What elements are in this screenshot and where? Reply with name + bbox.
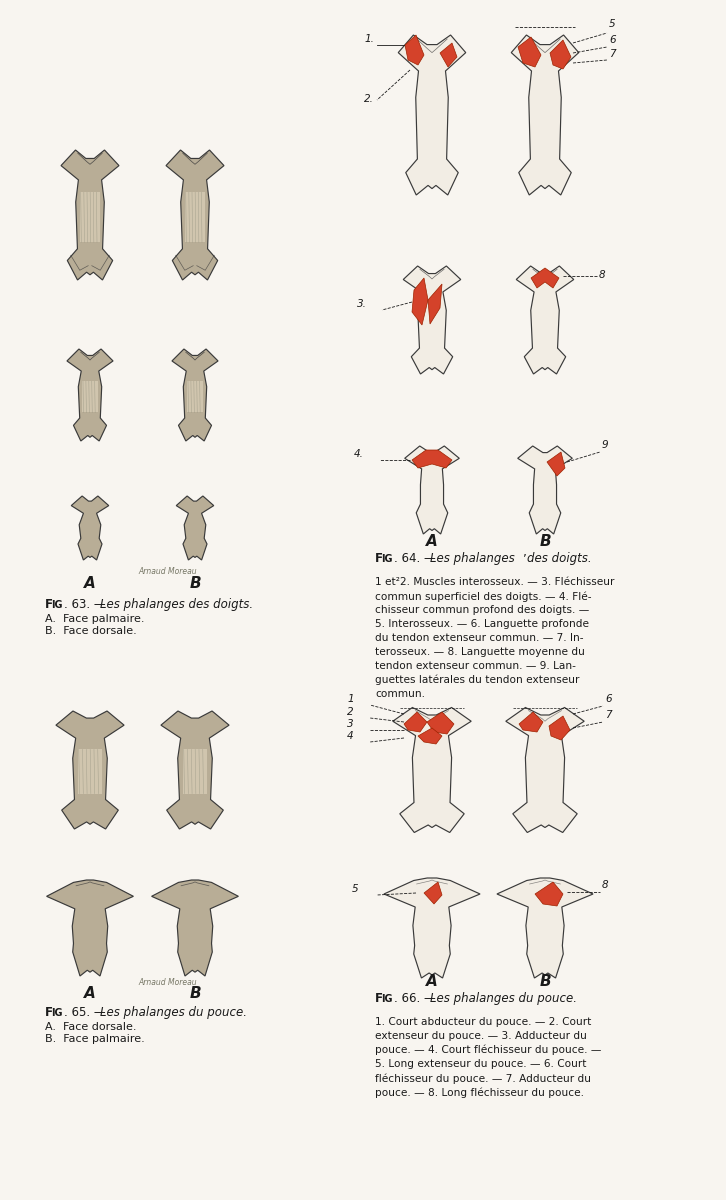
Polygon shape xyxy=(403,266,461,374)
Polygon shape xyxy=(440,43,457,67)
Polygon shape xyxy=(166,150,224,280)
Polygon shape xyxy=(71,496,109,560)
Text: 1.: 1. xyxy=(364,34,374,44)
Text: A.  Face dorsale.: A. Face dorsale. xyxy=(45,1022,136,1032)
Polygon shape xyxy=(428,284,442,324)
Polygon shape xyxy=(152,880,238,976)
Text: IG: IG xyxy=(381,554,393,564)
Polygon shape xyxy=(547,452,565,476)
Text: Les phalanges: Les phalanges xyxy=(430,552,515,565)
Polygon shape xyxy=(82,382,97,413)
Text: 7: 7 xyxy=(609,49,616,59)
Text: Les phalanges du pouce.: Les phalanges du pouce. xyxy=(430,992,577,1006)
Polygon shape xyxy=(404,446,460,534)
Text: 4: 4 xyxy=(347,731,354,740)
Polygon shape xyxy=(412,450,452,468)
Text: Les phalanges du pouce.: Les phalanges du pouce. xyxy=(100,1006,247,1019)
Polygon shape xyxy=(427,712,454,734)
Text: 8: 8 xyxy=(599,270,605,280)
Polygon shape xyxy=(550,40,571,68)
Text: 1. Court abducteur du pouce. — 2. Court
extenseur du pouce. — 3. Adducteur du
po: 1. Court abducteur du pouce. — 2. Court … xyxy=(375,1018,601,1098)
Polygon shape xyxy=(549,716,570,740)
Polygon shape xyxy=(176,496,213,560)
Text: F: F xyxy=(45,1006,53,1019)
Text: A.  Face palmaire.: A. Face palmaire. xyxy=(45,614,144,624)
Text: . 64. —: . 64. — xyxy=(394,552,439,565)
Text: IG: IG xyxy=(52,600,63,610)
Text: A: A xyxy=(426,534,438,550)
Text: Arnaud Moreau: Arnaud Moreau xyxy=(139,978,197,986)
Polygon shape xyxy=(418,728,442,744)
Polygon shape xyxy=(511,35,579,194)
Polygon shape xyxy=(399,35,466,194)
Text: B: B xyxy=(539,534,551,550)
Polygon shape xyxy=(172,349,218,440)
Polygon shape xyxy=(187,382,203,413)
Text: 9: 9 xyxy=(602,440,608,450)
Polygon shape xyxy=(61,150,119,280)
Polygon shape xyxy=(161,710,229,829)
Text: B: B xyxy=(189,986,201,1001)
Polygon shape xyxy=(516,266,574,374)
Text: 8: 8 xyxy=(602,880,608,890)
Text: 4.: 4. xyxy=(354,449,364,458)
Polygon shape xyxy=(535,882,563,906)
Text: B: B xyxy=(539,974,551,989)
Text: IG: IG xyxy=(381,994,393,1004)
Text: 7: 7 xyxy=(605,710,611,720)
Text: 3: 3 xyxy=(347,719,354,728)
Text: des doigts.: des doigts. xyxy=(527,552,592,565)
Text: 3.: 3. xyxy=(357,299,367,308)
Polygon shape xyxy=(80,192,100,242)
Polygon shape xyxy=(404,712,427,732)
Polygon shape xyxy=(518,446,572,534)
Text: F: F xyxy=(375,992,383,1006)
Polygon shape xyxy=(412,278,428,325)
Polygon shape xyxy=(424,882,442,904)
Text: ’: ’ xyxy=(523,552,527,565)
Polygon shape xyxy=(67,349,113,440)
Polygon shape xyxy=(393,708,471,833)
Text: B.  Face palmaire.: B. Face palmaire. xyxy=(45,1034,144,1044)
Text: 6: 6 xyxy=(609,35,616,44)
Text: 6: 6 xyxy=(605,694,611,704)
Text: 5: 5 xyxy=(609,19,616,29)
Text: 5: 5 xyxy=(352,884,359,894)
Polygon shape xyxy=(497,878,593,978)
Text: 2: 2 xyxy=(347,707,354,716)
Text: A: A xyxy=(84,576,96,590)
Text: 1: 1 xyxy=(347,694,354,704)
Polygon shape xyxy=(78,749,102,793)
Polygon shape xyxy=(56,710,124,829)
Polygon shape xyxy=(518,37,541,67)
Polygon shape xyxy=(405,35,424,65)
Text: 1 et²2. Muscles interosseux. — 3. Fléchisseur
commun superficiel des doigts. — 4: 1 et²2. Muscles interosseux. — 3. Fléchi… xyxy=(375,577,614,700)
Text: 2.: 2. xyxy=(364,94,374,104)
Text: Arnaud Moreau: Arnaud Moreau xyxy=(139,566,197,576)
Polygon shape xyxy=(183,749,207,793)
Text: B.  Face dorsale.: B. Face dorsale. xyxy=(45,626,136,636)
Text: Les phalanges des doigts.: Les phalanges des doigts. xyxy=(100,598,253,611)
Polygon shape xyxy=(531,268,559,288)
Text: A: A xyxy=(84,986,96,1001)
Polygon shape xyxy=(384,878,480,978)
Text: . 66. —: . 66. — xyxy=(394,992,439,1006)
Text: IG: IG xyxy=(52,1008,63,1018)
Text: F: F xyxy=(375,552,383,565)
Polygon shape xyxy=(519,712,543,732)
Text: A: A xyxy=(426,974,438,989)
Polygon shape xyxy=(46,880,134,976)
Text: . 63. —: . 63. — xyxy=(64,598,110,611)
Text: . 65. —: . 65. — xyxy=(64,1006,110,1019)
Text: B: B xyxy=(189,576,201,590)
Polygon shape xyxy=(185,192,205,242)
Text: F: F xyxy=(45,598,53,611)
Polygon shape xyxy=(506,708,584,833)
